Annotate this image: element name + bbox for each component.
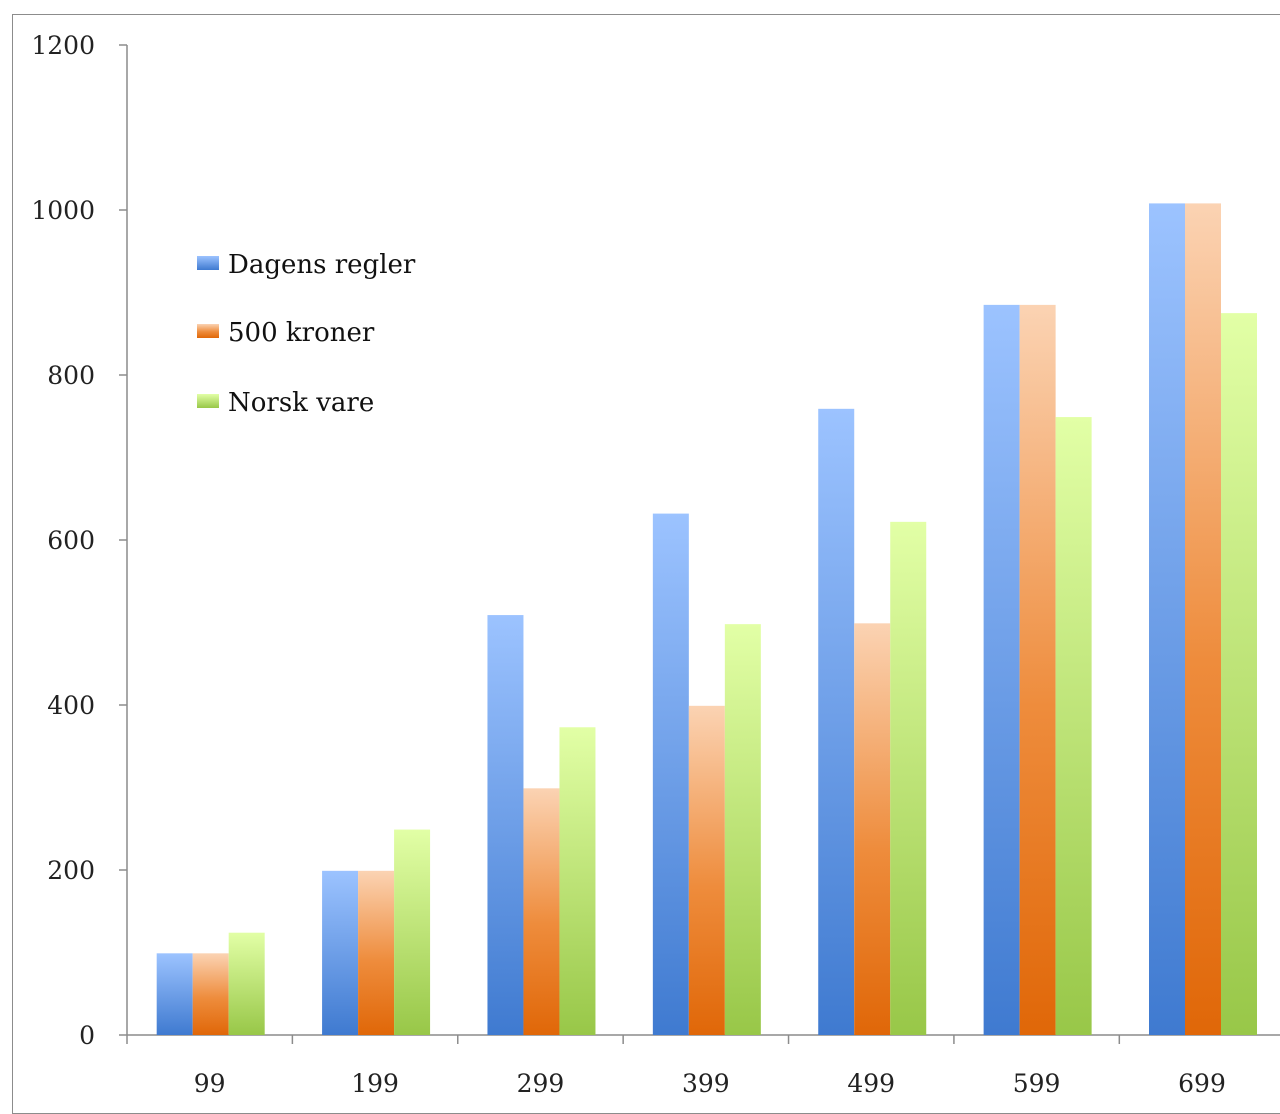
legend-label: Dagens regler [228,250,416,280]
x-tick-label: 699 [1178,1069,1226,1095]
bar-dagens-regler-199 [322,870,359,1035]
bar-norsk-vare-599 [1055,417,1092,1035]
bar-dagens-regler-99 [156,953,193,1035]
y-tick-label: 600 [47,526,95,555]
y-tick-label: 400 [47,691,95,720]
y-tick-label: 1000 [31,196,95,225]
legend-swatch [197,324,219,338]
bar-500-kroner-499 [854,623,891,1035]
y-tick-label: 0 [79,1021,95,1050]
y-tick-label: 1200 [31,31,95,60]
y-tick-label: 800 [47,361,95,390]
bar-500-kroner-99 [192,953,229,1035]
legend-swatch [197,256,219,270]
legend-label: 500 kroner [228,318,375,348]
bar-500-kroner-599 [1019,304,1056,1035]
bar-norsk-vare-499 [890,521,927,1035]
x-tick-label: 399 [682,1069,730,1095]
bar-dagens-regler-599 [983,304,1020,1035]
bar-norsk-vare-199 [394,829,431,1035]
bar-dagens-regler-699 [1149,203,1185,1035]
bar-norsk-vare-699 [1221,313,1257,1035]
bar-500-kroner-199 [358,870,395,1035]
bar-dagens-regler-299 [487,615,524,1035]
bar-norsk-vare-299 [559,727,596,1035]
bar-500-kroner-299 [523,788,560,1035]
x-tick-label: 499 [847,1069,895,1095]
x-tick-label: 299 [517,1069,565,1095]
x-tick-label: 99 [194,1069,226,1095]
bar-500-kroner-399 [688,705,725,1035]
x-tick-label: 199 [351,1069,399,1095]
bar-norsk-vare-399 [724,624,761,1035]
legend-swatch [197,394,219,408]
bar-dagens-regler-499 [818,408,855,1035]
bar-norsk-vare-99 [228,932,265,1035]
y-tick-label: 200 [47,856,95,885]
bar-dagens-regler-399 [652,513,689,1035]
bar-500-kroner-699 [1185,203,1221,1035]
legend-label: Norsk vare [228,388,374,418]
x-tick-label: 599 [1013,1069,1061,1095]
